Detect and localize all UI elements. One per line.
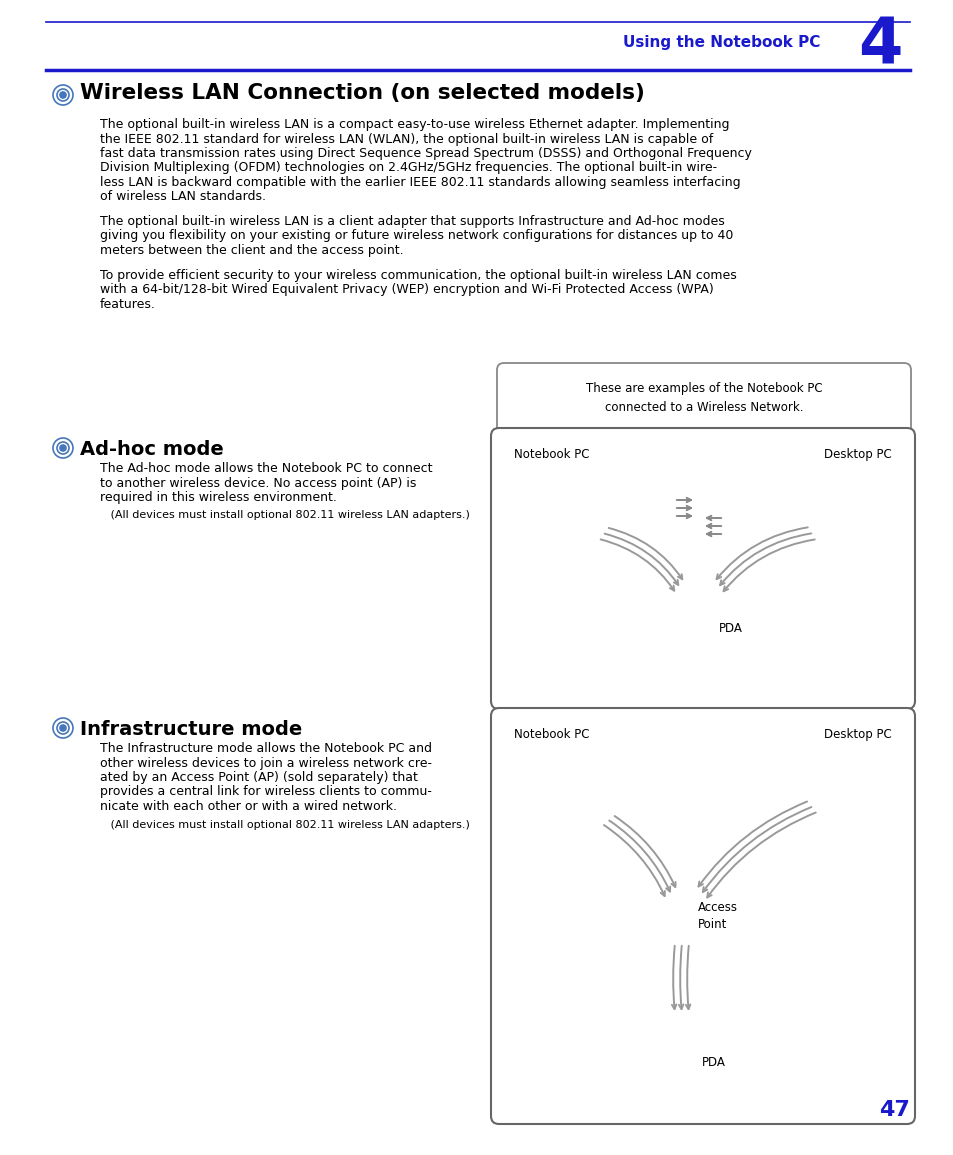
FancyBboxPatch shape	[557, 474, 617, 514]
Text: The Ad-hoc mode allows the Notebook PC to connect: The Ad-hoc mode allows the Notebook PC t…	[100, 462, 432, 475]
Text: meters between the client and the access point.: meters between the client and the access…	[100, 244, 403, 258]
Text: The optional built-in wireless LAN is a client adapter that supports Infrastruct: The optional built-in wireless LAN is a …	[100, 215, 724, 228]
FancyBboxPatch shape	[687, 588, 710, 617]
Circle shape	[672, 1055, 677, 1059]
FancyBboxPatch shape	[682, 582, 715, 635]
Circle shape	[689, 623, 694, 627]
Circle shape	[679, 1055, 684, 1059]
Text: Access
Point: Access Point	[698, 901, 738, 931]
FancyBboxPatch shape	[810, 517, 846, 535]
Text: fast data transmission rates using Direct Sequence Spread Spectrum (DSSS) and Or: fast data transmission rates using Direc…	[100, 147, 751, 161]
Text: Notebook PC: Notebook PC	[514, 448, 589, 461]
Text: required in this wireless environment.: required in this wireless environment.	[100, 491, 336, 504]
Text: To provide efficient security to your wireless communication, the optional built: To provide efficient security to your wi…	[100, 268, 736, 282]
FancyBboxPatch shape	[548, 516, 624, 528]
Text: of wireless LAN standards.: of wireless LAN standards.	[100, 191, 266, 203]
Text: Desktop PC: Desktop PC	[823, 728, 891, 742]
Circle shape	[60, 445, 66, 450]
Text: ated by an Access Point (AP) (sold separately) that: ated by an Access Point (AP) (sold separ…	[100, 772, 417, 784]
Text: to another wireless device. No access point (AP) is: to another wireless device. No access po…	[100, 477, 416, 490]
Text: These are examples of the Notebook PC
connected to a Wireless Network.: These are examples of the Notebook PC co…	[585, 382, 821, 413]
FancyBboxPatch shape	[670, 1020, 693, 1049]
Text: Ad-hoc mode: Ad-hoc mode	[80, 440, 224, 459]
Text: 4: 4	[858, 15, 902, 77]
Text: (All devices must install optional 802.11 wireless LAN adapters.): (All devices must install optional 802.1…	[100, 820, 470, 829]
FancyBboxPatch shape	[810, 474, 846, 500]
FancyBboxPatch shape	[553, 471, 619, 516]
Text: (All devices must install optional 802.11 wireless LAN adapters.): (All devices must install optional 802.1…	[100, 511, 470, 521]
Text: PDA: PDA	[719, 623, 742, 635]
Circle shape	[696, 623, 700, 627]
FancyBboxPatch shape	[553, 751, 619, 797]
Text: Wireless LAN Connection (on selected models): Wireless LAN Connection (on selected mod…	[80, 83, 644, 103]
Text: less LAN is backward compatible with the earlier IEEE 802.11 standards allowing : less LAN is backward compatible with the…	[100, 176, 740, 189]
Text: other wireless devices to join a wireless network cre-: other wireless devices to join a wireles…	[100, 757, 432, 769]
FancyBboxPatch shape	[810, 509, 846, 514]
Circle shape	[60, 725, 66, 731]
Text: Division Multiplexing (OFDM) technologies on 2.4GHz/5GHz frequencies. The option: Division Multiplexing (OFDM) technologie…	[100, 162, 717, 174]
Text: giving you flexibility on your existing or future wireless network configuration: giving you flexibility on your existing …	[100, 230, 733, 243]
FancyBboxPatch shape	[810, 789, 846, 795]
Text: provides a central link for wireless clients to commu-: provides a central link for wireless cli…	[100, 785, 432, 798]
Text: The Infrastructure mode allows the Notebook PC and: The Infrastructure mode allows the Noteb…	[100, 742, 432, 755]
FancyBboxPatch shape	[810, 754, 846, 780]
FancyBboxPatch shape	[807, 471, 849, 539]
FancyBboxPatch shape	[491, 708, 914, 1124]
FancyBboxPatch shape	[671, 885, 691, 889]
FancyBboxPatch shape	[810, 797, 846, 814]
Circle shape	[60, 92, 66, 98]
Text: with a 64-bit/128-bit Wired Equivalent Privacy (WEP) encryption and Wi-Fi Protec: with a 64-bit/128-bit Wired Equivalent P…	[100, 283, 713, 296]
Text: Infrastructure mode: Infrastructure mode	[80, 720, 302, 739]
FancyBboxPatch shape	[807, 751, 849, 819]
FancyBboxPatch shape	[497, 363, 910, 437]
Text: nicate with each other or with a wired network.: nicate with each other or with a wired n…	[100, 800, 396, 813]
FancyBboxPatch shape	[810, 504, 846, 509]
FancyBboxPatch shape	[548, 797, 624, 808]
FancyBboxPatch shape	[810, 784, 846, 789]
Circle shape	[702, 623, 708, 627]
Text: Notebook PC: Notebook PC	[514, 728, 589, 742]
Text: Using the Notebook PC: Using the Notebook PC	[622, 35, 820, 50]
FancyBboxPatch shape	[665, 1014, 698, 1067]
Text: PDA: PDA	[701, 1056, 725, 1070]
Text: the IEEE 802.11 standard for wireless LAN (WLAN), the optional built-in wireless: the IEEE 802.11 standard for wireless LA…	[100, 133, 713, 146]
Text: 47: 47	[879, 1100, 909, 1120]
Text: features.: features.	[100, 298, 155, 311]
FancyBboxPatch shape	[491, 429, 914, 709]
Circle shape	[686, 1055, 691, 1059]
FancyBboxPatch shape	[667, 879, 696, 941]
Text: Desktop PC: Desktop PC	[823, 448, 891, 461]
FancyBboxPatch shape	[557, 754, 617, 793]
Text: The optional built-in wireless LAN is a compact easy-to-use wireless Ethernet ad: The optional built-in wireless LAN is a …	[100, 118, 729, 131]
